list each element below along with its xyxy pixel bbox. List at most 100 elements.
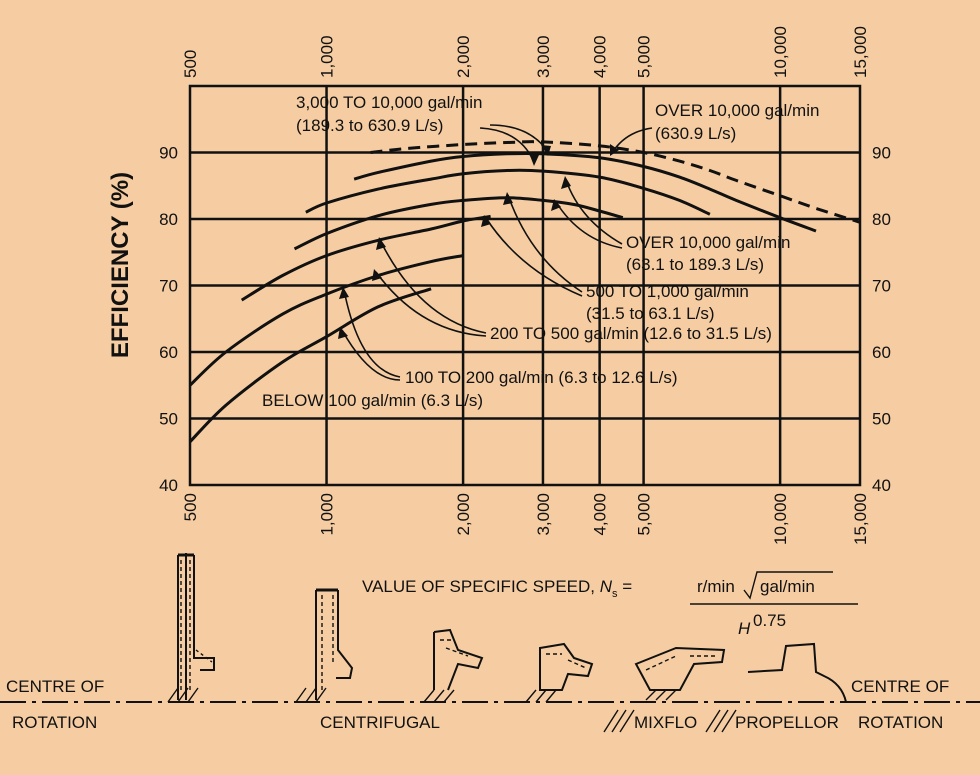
impeller-propellor [705, 642, 847, 733]
y-tick-labels-left: 40 50 60 70 80 90 [159, 144, 178, 496]
x-tick-label-bottom: 1,000 [318, 493, 337, 536]
arrow-head [376, 237, 386, 250]
y-tick-label-left: 80 [159, 210, 178, 229]
leader-arrow [485, 217, 583, 297]
y-tick-label-left: 40 [159, 476, 178, 495]
y-tick-label-right: 90 [872, 144, 891, 163]
specific-speed-prefix: VALUE OF SPECIFIC SPEED, [362, 577, 600, 596]
arrow-head [529, 153, 539, 166]
leader-arrow [489, 124, 549, 153]
impeller-profiles [0, 553, 980, 733]
specific-speed-exponent: 0.75 [753, 611, 786, 630]
annotation-500-1000-line2: (31.5 to 63.1 L/s) [586, 304, 715, 323]
efficiency-curve-2 [188, 254, 464, 387]
grid [190, 86, 860, 485]
annotation-below-100: BELOW 100 gal/min (6.3 L/s) [262, 391, 483, 410]
efficiency-curve-1 [188, 287, 432, 443]
x-tick-label-top: 15,000 [851, 26, 870, 78]
x-tick-label-bottom: 5,000 [635, 493, 654, 536]
annotation-over-10000-mid-line1: OVER 10,000 gal/min [626, 233, 790, 252]
label-centre-of-rotation-left-1: CENTRE OF [6, 677, 104, 696]
leader-arrow [507, 194, 583, 293]
y-tick-label-right: 80 [872, 210, 891, 229]
specific-speed-equals: = [618, 577, 633, 596]
leader-arrow [565, 179, 623, 245]
efficiency-curve-3 [240, 214, 491, 302]
leader-arrow [343, 289, 401, 378]
x-tick-label-top: 10,000 [771, 26, 790, 78]
x-tick-label-bottom: 15,000 [851, 493, 870, 545]
y-tick-label-left: 60 [159, 343, 178, 362]
leader-arrow [379, 239, 487, 334]
arrow-head [481, 215, 491, 227]
x-tick-label-top: 4,000 [591, 35, 610, 78]
x-tick-label-top: 3,000 [534, 35, 553, 78]
arrow-head [561, 176, 571, 189]
leader-arrow [341, 329, 401, 381]
label-propellor: PROPELLOR [735, 713, 839, 732]
leader-arrow [375, 271, 487, 337]
y-tick-label-right: 50 [872, 410, 891, 429]
leader-arrows [341, 124, 653, 381]
efficiency-curve-7 [370, 140, 861, 224]
arrow-head [551, 199, 561, 211]
x-tick-label-top: 5,000 [635, 35, 654, 78]
impeller-mixflo [603, 646, 726, 733]
annotation-over-10000-mid-line2: (63.1 to 189.3 L/s) [626, 255, 764, 274]
series-group [188, 140, 861, 443]
x-tick-label-bottom: 500 [181, 493, 200, 521]
label-mixflo: MIXFLO [634, 713, 697, 732]
impeller-centrifugal-francis [423, 628, 484, 703]
arrow-heads [338, 144, 619, 339]
specific-speed-denominator: H [738, 619, 751, 638]
arrow-head [610, 144, 619, 156]
arrow-head [338, 327, 348, 339]
impeller-centrifugal-mixed [525, 642, 594, 703]
specific-speed-numerator: r/min [697, 577, 735, 596]
y-tick-labels-right: 40 50 60 70 80 90 [872, 144, 891, 496]
leader-arrow [555, 201, 623, 249]
annotation-over-10000-dashed-line2: (630.9 L/s) [655, 124, 736, 143]
annotations: 3,000 TO 10,000 gal/min (189.3 to 630.9 … [262, 93, 819, 410]
annotation-3000-10000-line1: 3,000 TO 10,000 gal/min [296, 93, 483, 112]
x-tick-labels-top: 500 1,000 2,000 3,000 4,000 5,000 10,000 15,000 [181, 26, 870, 78]
efficiency-curve-5 [305, 168, 711, 216]
x-tick-label-bottom: 3,000 [534, 493, 553, 536]
specific-speed-subscript: s [612, 588, 618, 600]
y-tick-label-right: 60 [872, 343, 891, 362]
specific-speed-radicand: gal/min [760, 577, 815, 596]
arrow-head [503, 192, 513, 205]
label-centre-of-rotation-right-2: ROTATION [858, 713, 943, 732]
impeller-centrifugal-radial-narrow [167, 553, 215, 703]
annotation-3000-10000-line2: (189.3 to 630.9 L/s) [296, 116, 443, 135]
x-tick-label-bottom: 10,000 [771, 493, 790, 545]
annotation-500-1000-line1: 500 TO 1,000 gal/min [586, 282, 749, 301]
annotation-100-200: 100 TO 200 gal/min (6.3 to 12.6 L/s) [405, 368, 677, 387]
impeller-centrifugal-radial [295, 588, 354, 703]
y-tick-label-left: 50 [159, 410, 178, 429]
x-tick-label-bottom: 4,000 [591, 493, 610, 536]
impeller-labels: CENTRE OF ROTATION CENTRIFUGAL MIXFLO PR… [6, 677, 949, 732]
y-tick-label-right: 70 [872, 277, 891, 296]
label-centre-of-rotation-right-1: CENTRE OF [851, 677, 949, 696]
y-tick-label-left: 90 [159, 144, 178, 163]
annotation-over-10000-dashed-line1: OVER 10,000 gal/min [655, 101, 819, 120]
specific-speed-formula: VALUE OF SPECIFIC SPEED, Ns = r/min gal/… [362, 571, 858, 638]
annotation-200-500: 200 TO 500 gal/min (12.6 to 31.5 L/s) [490, 324, 772, 343]
label-centre-of-rotation-left-2: ROTATION [12, 713, 97, 732]
y-tick-label-right: 40 [872, 476, 891, 495]
arrow-head [339, 287, 349, 299]
x-tick-label-bottom: 2,000 [454, 493, 473, 536]
label-centrifugal: CENTRIFUGAL [320, 713, 440, 732]
efficiency-curve-4 [293, 196, 624, 251]
x-tick-label-top: 2,000 [454, 35, 473, 78]
specific-speed-symbol: N [600, 577, 613, 596]
square-root-sign [743, 571, 833, 600]
y-axis-label: EFFICIENCY (%) [107, 172, 134, 358]
efficiency-curve-6 [353, 151, 817, 233]
specific-speed-text: VALUE OF SPECIFIC SPEED, Ns = [362, 577, 632, 600]
arrow-head [372, 269, 382, 281]
x-tick-label-top: 1,000 [318, 35, 337, 78]
y-tick-label-left: 70 [159, 277, 178, 296]
